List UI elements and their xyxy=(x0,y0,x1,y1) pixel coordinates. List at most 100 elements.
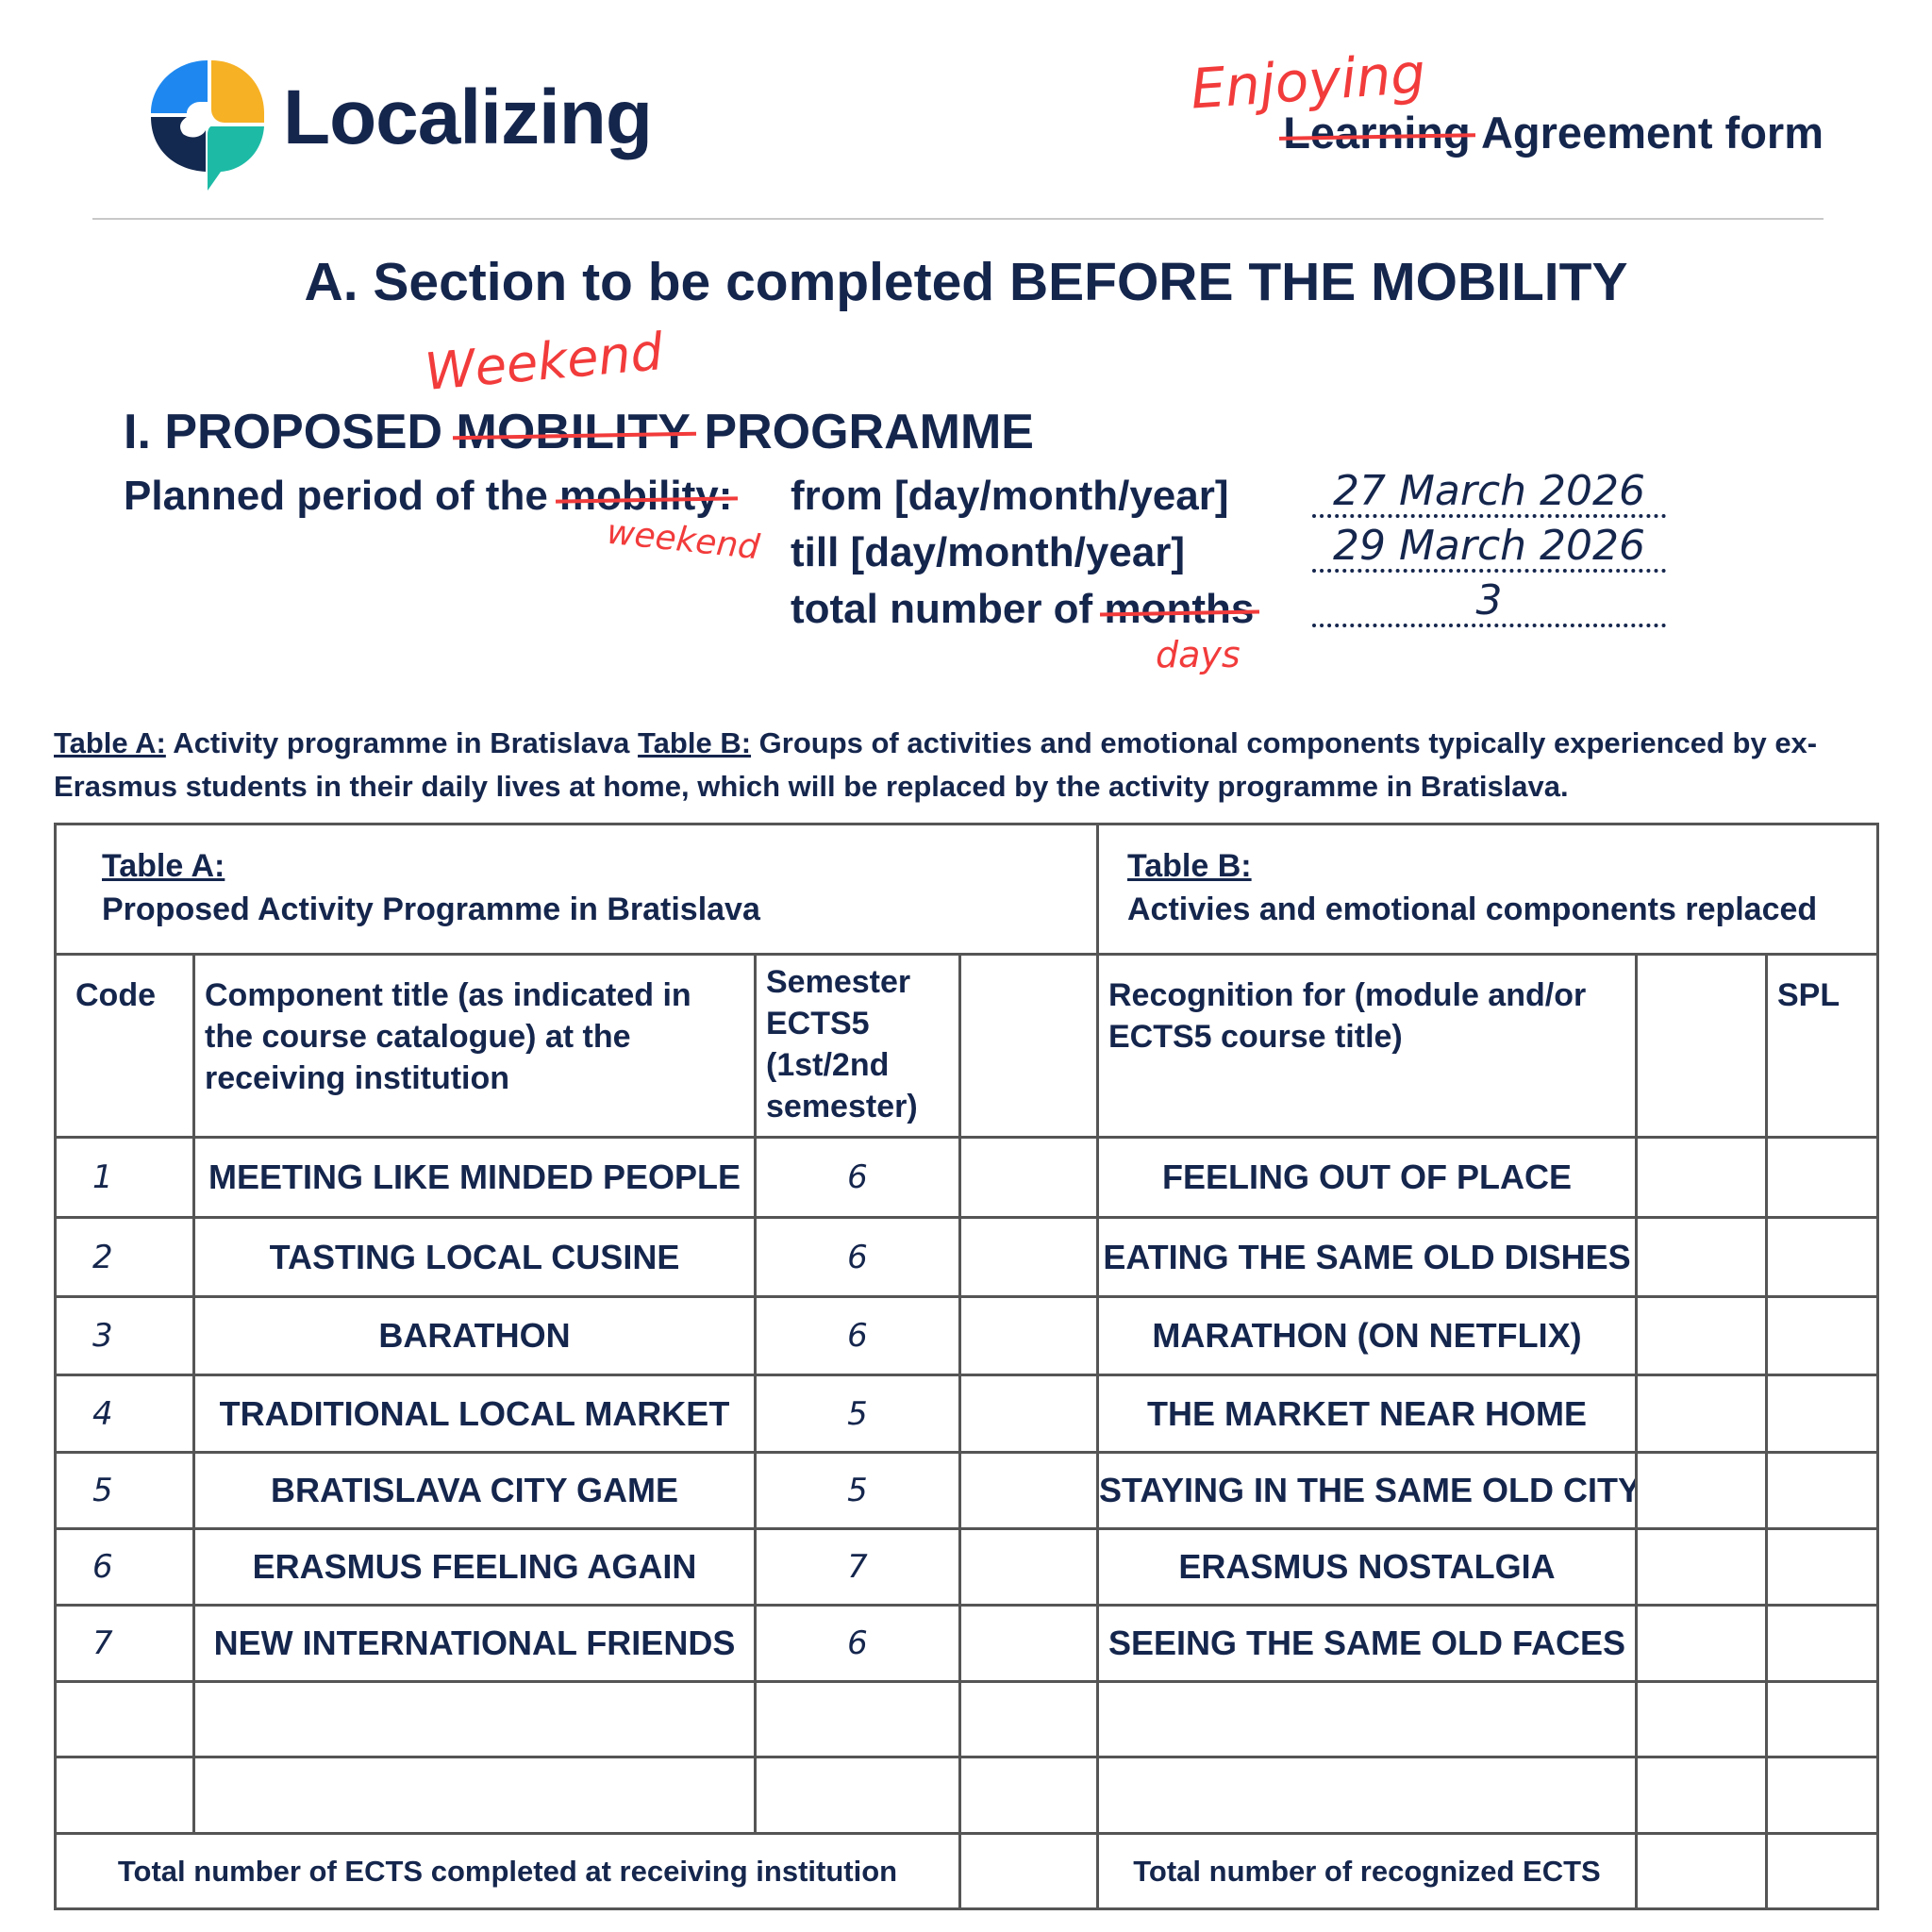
table-b-subtitle: Activies and emotional components replac… xyxy=(1127,891,1818,927)
form-title-rest: Agreement form xyxy=(1470,108,1824,158)
row-component: TRADITIONAL LOCAL MARKET xyxy=(192,1374,757,1454)
row-replaced: FEELING OUT OF PLACE xyxy=(1096,1136,1638,1219)
footer-total-ects-completed: Total number of ECTS completed at receiv… xyxy=(54,1832,961,1910)
footer-spl-value[interactable] xyxy=(1764,1832,1880,1910)
caption-table-b-text: Groups of activities and emotional compo… xyxy=(54,726,1818,803)
row-spl[interactable] xyxy=(1764,1295,1880,1376)
table-caption: Table A: Activity programme in Bratislav… xyxy=(54,722,1879,808)
row-blank[interactable] xyxy=(1635,1216,1768,1298)
total-label-struck: months xyxy=(1104,586,1255,632)
programme-heading: I. PROPOSED MOBILITY PROGRAMME xyxy=(124,404,1034,460)
col-header-blank xyxy=(958,953,1099,1139)
row-component: ERASMUS FEELING AGAIN xyxy=(192,1527,757,1607)
row-spl[interactable] xyxy=(1764,1527,1880,1607)
table-a-subtitle: Proposed Activity Programme in Bratislav… xyxy=(102,891,760,927)
row-spl[interactable] xyxy=(1764,1451,1880,1530)
row-blank[interactable] xyxy=(1635,1374,1768,1454)
footer-total-ects-completed-value[interactable] xyxy=(958,1832,1099,1910)
row-ects: 6 xyxy=(754,1136,961,1219)
row-replaced: MARATHON (ON NETFLIX) xyxy=(1096,1295,1638,1376)
total-value[interactable]: 3 xyxy=(1312,576,1666,627)
row-blank[interactable] xyxy=(958,1295,1099,1376)
row-component: BRATISLAVA CITY GAME xyxy=(192,1451,757,1530)
programme-struck: MOBILITY xyxy=(456,405,691,459)
table-row: 2 TASTING LOCAL CUSINE 6 EATING THE SAME OL… xyxy=(54,1216,1880,1298)
row-code: 2 xyxy=(54,1216,195,1298)
row-blank[interactable] xyxy=(958,1604,1099,1683)
row-blank[interactable] xyxy=(1635,1136,1768,1219)
table-row: 7 NEW INTERNATIONAL FRIENDS 6 SEEING THE SA… xyxy=(54,1604,1880,1683)
table-row: 6 ERASMUS FEELING AGAIN 7 ERASMUS NOSTALGIA xyxy=(54,1527,1880,1607)
section-title: A. Section to be completed BEFORE THE MO… xyxy=(304,252,1628,312)
row-blank[interactable] xyxy=(958,1216,1099,1298)
table-row: 4 TRADITIONAL LOCAL MARKET 5 THE MARKET NEA… xyxy=(54,1374,1880,1454)
table-row: 1 MEETING LIKE MINDED PEOPLE 6 FEELING OUT … xyxy=(54,1136,1880,1219)
table-row-empty xyxy=(54,1756,1880,1835)
row-spl[interactable] xyxy=(1764,1604,1880,1683)
row-code: 6 xyxy=(54,1527,195,1607)
footer-total-recognized-value[interactable] xyxy=(1635,1832,1768,1910)
till-label: till [day/month/year] xyxy=(791,529,1186,575)
col-header-spl: SPL xyxy=(1764,953,1880,1139)
row-ects: 6 xyxy=(754,1295,961,1376)
row-spl[interactable] xyxy=(1764,1216,1880,1298)
row-blank[interactable] xyxy=(958,1374,1099,1454)
row-code: 1 xyxy=(54,1136,195,1219)
row-ects: 5 xyxy=(754,1451,961,1530)
total-label: total number of months xyxy=(791,586,1254,633)
form-title-struck: Learning xyxy=(1283,108,1471,158)
caption-table-a-ref: Table A: xyxy=(54,726,166,759)
localizing-logo-icon xyxy=(151,60,264,191)
row-blank[interactable] xyxy=(958,1451,1099,1530)
from-value[interactable]: 27 March 2026 xyxy=(1312,467,1666,518)
row-blank[interactable] xyxy=(1635,1604,1768,1683)
programme-annotation: Weekend xyxy=(422,322,666,402)
row-blank[interactable] xyxy=(1635,1451,1768,1530)
period-label-struck: mobility: xyxy=(559,473,733,519)
table-b-header: Table B: Activies and emotional component… xyxy=(1095,823,1880,956)
row-replaced: EATING THE SAME OLD DISHES xyxy=(1096,1216,1638,1298)
table-row-empty xyxy=(54,1680,1880,1758)
col-header-code: Code xyxy=(54,953,195,1139)
col-header-recognition: Recognition for (module and/or ECTS5 cou… xyxy=(1096,953,1638,1139)
row-spl[interactable] xyxy=(1764,1136,1880,1219)
row-replaced: THE MARKET NEAR HOME xyxy=(1096,1374,1638,1454)
period-annotation: weekend xyxy=(605,512,762,568)
row-replaced: STAYING IN THE SAME OLD CITY xyxy=(1096,1451,1638,1530)
col-header-component: Component title (as indicated in the cou… xyxy=(192,953,757,1139)
row-blank[interactable] xyxy=(958,1527,1099,1607)
programme-suffix: PROGRAMME xyxy=(690,405,1034,459)
row-code: 3 xyxy=(54,1295,195,1376)
divider xyxy=(92,218,1824,220)
row-component: NEW INTERNATIONAL FRIENDS xyxy=(192,1604,757,1683)
total-label-prefix: total number of xyxy=(791,586,1105,632)
table-b-title: Table B: xyxy=(1127,848,1252,884)
row-ects: 7 xyxy=(754,1527,961,1607)
row-spl[interactable] xyxy=(1764,1374,1880,1454)
row-ects: 6 xyxy=(754,1216,961,1298)
row-ects: 6 xyxy=(754,1604,961,1683)
period-label-prefix: Planned period of the xyxy=(124,473,560,519)
total-annotation: days xyxy=(1156,634,1241,675)
row-replaced: SEEING THE SAME OLD FACES xyxy=(1096,1604,1638,1683)
row-blank[interactable] xyxy=(1635,1527,1768,1607)
row-code: 7 xyxy=(54,1604,195,1683)
till-value[interactable]: 29 March 2026 xyxy=(1312,522,1666,573)
activity-table: Table A: Proposed Activity Programme in B… xyxy=(54,823,1880,1910)
brand-name: Localizing xyxy=(283,75,653,160)
period-label: Planned period of the mobility: xyxy=(124,473,732,520)
row-blank[interactable] xyxy=(1635,1295,1768,1376)
table-a-title: Table A: xyxy=(102,848,225,884)
row-component: MEETING LIKE MINDED PEOPLE xyxy=(192,1136,757,1219)
col-header-semester: Semester ECTS5 (1st/2nd semester) xyxy=(754,953,961,1139)
table-row: 3 BARATHON 6 MARATHON (ON NETFLIX) xyxy=(54,1295,1880,1376)
table-row: 5 BRATISLAVA CITY GAME 5 STAYING IN THE SAM… xyxy=(54,1451,1880,1530)
footer-total-recognized: Total number of recognized ECTS xyxy=(1096,1832,1638,1910)
form-title: Learning Agreement form xyxy=(1283,107,1824,158)
table-footer: Total number of ECTS completed at receiv… xyxy=(54,1832,1880,1910)
row-blank[interactable] xyxy=(958,1136,1099,1219)
row-ects: 5 xyxy=(754,1374,961,1454)
row-component: BARATHON xyxy=(192,1295,757,1376)
row-replaced: ERASMUS NOSTALGIA xyxy=(1096,1527,1638,1607)
row-code: 4 xyxy=(54,1374,195,1454)
